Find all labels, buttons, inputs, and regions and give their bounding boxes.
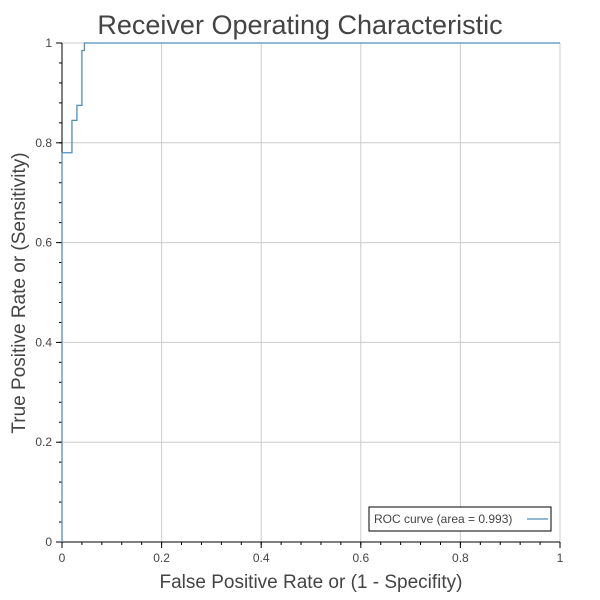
x-tick-label: 0.4 [253,551,270,565]
y-tick-label: 0.6 [35,236,52,250]
y-tick-label: 0.8 [35,136,52,150]
y-tick-label: 0 [45,535,52,549]
y-axis-label: True Positive Rate or (Sensitivity) [9,152,30,433]
series-layer [61,42,560,542]
axes: 0 0.2 0.4 0.6 0.8 1 0 0.2 0.4 0.6 0.8 1 [35,36,563,565]
chart-title: Receiver Operating Characteristic [97,10,502,40]
grid [61,42,561,543]
roc-curve-line [61,42,560,542]
y-tick-label: 0.2 [35,435,52,449]
legend-box [368,506,552,532]
x-tick-label: 0.6 [352,551,369,565]
x-tick-label: 1 [557,551,564,565]
legend-label: ROC curve (area = 0.993) [374,512,512,526]
x-tick-label: 0.8 [452,551,469,565]
x-tick-label: 0 [59,551,66,565]
legend: ROC curve (area = 0.993) [368,506,552,532]
x-axis-label: False Positive Rate or (1 - Specifity) [159,572,462,593]
y-tick-label: 0.4 [35,335,52,349]
y-tick-label: 1 [45,36,52,50]
x-tick-label: 0.2 [153,551,170,565]
